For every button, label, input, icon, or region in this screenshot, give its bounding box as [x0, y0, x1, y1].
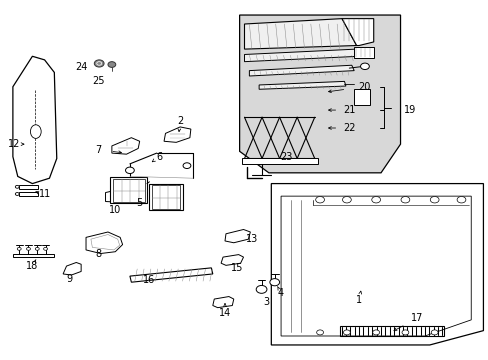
Text: 25: 25 [92, 76, 104, 86]
Circle shape [400, 197, 409, 203]
Circle shape [371, 197, 380, 203]
Text: 19: 19 [404, 105, 416, 115]
Text: 1: 1 [355, 295, 362, 305]
Polygon shape [13, 253, 54, 257]
Polygon shape [212, 297, 233, 308]
Circle shape [97, 62, 102, 65]
Bar [19, 185, 38, 189]
Text: 6: 6 [156, 152, 162, 162]
Bar [19, 192, 38, 196]
Circle shape [360, 63, 368, 69]
Polygon shape [112, 138, 140, 154]
Text: 7: 7 [95, 144, 101, 154]
Circle shape [343, 330, 349, 335]
Circle shape [342, 197, 350, 203]
Polygon shape [13, 56, 57, 184]
Text: 5: 5 [136, 198, 142, 208]
Text: 20: 20 [357, 82, 369, 92]
Text: 17: 17 [410, 313, 423, 323]
Bar [149, 184, 182, 211]
Text: 24: 24 [75, 62, 87, 72]
Text: 16: 16 [143, 275, 155, 285]
Text: 4: 4 [278, 288, 284, 298]
Polygon shape [63, 262, 81, 275]
Bar [113, 179, 144, 202]
Ellipse shape [30, 125, 41, 138]
Bar [152, 185, 180, 209]
Circle shape [15, 193, 19, 195]
Circle shape [315, 197, 324, 203]
Text: 14: 14 [219, 308, 231, 318]
Text: 10: 10 [109, 206, 121, 216]
Text: 9: 9 [66, 274, 72, 284]
Bar [242, 158, 317, 164]
Text: 8: 8 [95, 248, 101, 258]
Polygon shape [341, 19, 373, 45]
Polygon shape [224, 229, 250, 243]
Circle shape [456, 197, 465, 203]
Circle shape [17, 247, 21, 250]
Circle shape [429, 197, 438, 203]
Bar [110, 177, 147, 203]
Polygon shape [239, 15, 400, 173]
Bar [353, 47, 373, 58]
Circle shape [183, 163, 190, 168]
Circle shape [125, 167, 134, 174]
Polygon shape [86, 232, 122, 253]
Polygon shape [259, 81, 345, 89]
Text: 22: 22 [343, 123, 355, 133]
Polygon shape [163, 127, 190, 142]
Polygon shape [130, 268, 212, 282]
Circle shape [430, 330, 437, 335]
Circle shape [94, 60, 104, 67]
Circle shape [35, 247, 39, 250]
Circle shape [316, 330, 323, 335]
Text: 13: 13 [245, 234, 257, 244]
Polygon shape [244, 19, 356, 49]
Text: 2: 2 [177, 116, 183, 126]
Text: 23: 23 [279, 152, 291, 162]
Polygon shape [271, 184, 483, 345]
Polygon shape [105, 189, 130, 202]
Circle shape [108, 62, 116, 67]
Text: 12: 12 [8, 139, 20, 149]
Text: 3: 3 [263, 297, 269, 307]
Circle shape [43, 247, 47, 250]
Polygon shape [221, 255, 243, 265]
Circle shape [15, 185, 19, 188]
Text: 21: 21 [343, 105, 355, 115]
Circle shape [401, 330, 408, 335]
Circle shape [256, 285, 266, 293]
Text: 15: 15 [230, 263, 243, 273]
Text: 18: 18 [26, 261, 39, 271]
Polygon shape [244, 49, 358, 62]
Text: 11: 11 [39, 189, 51, 199]
Circle shape [26, 247, 30, 250]
Circle shape [269, 279, 279, 286]
Bar [339, 326, 444, 336]
Bar [353, 89, 369, 105]
Circle shape [372, 330, 379, 335]
Polygon shape [249, 65, 353, 76]
